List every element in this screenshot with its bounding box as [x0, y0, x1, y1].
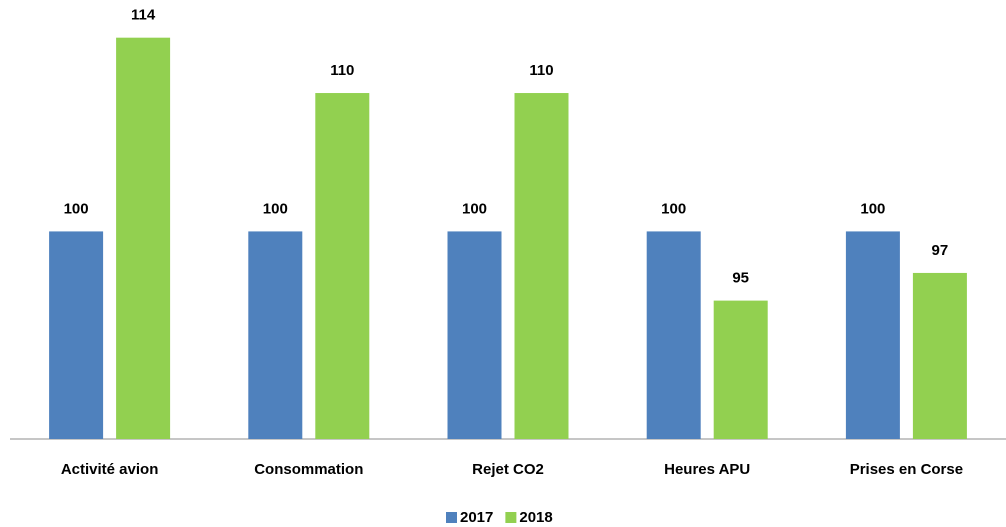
data-label: 110 [330, 62, 354, 79]
x-tick-label: Rejet CO2 [472, 461, 544, 478]
x-tick-label: Heures APU [664, 461, 750, 478]
bar [646, 231, 701, 439]
data-label: 110 [529, 62, 553, 79]
bar [116, 37, 171, 439]
bar [713, 300, 768, 439]
bar [514, 93, 569, 439]
bar [912, 272, 967, 439]
legend-swatch [505, 512, 517, 523]
legend-swatch [446, 512, 457, 523]
bar [248, 231, 303, 439]
bar [845, 231, 900, 439]
data-label: 100 [263, 200, 288, 217]
legend-label: 2017 [460, 509, 493, 526]
x-tick-label: Prises en Corse [850, 461, 963, 478]
data-label: 100 [661, 200, 686, 217]
x-tick-label: Consommation [254, 461, 363, 478]
bar [315, 93, 370, 439]
data-label: 100 [462, 200, 487, 217]
data-label: 100 [64, 200, 89, 217]
bar [447, 231, 502, 439]
data-label: 97 [932, 242, 949, 259]
legend-label: 2018 [519, 509, 552, 526]
data-label: 100 [860, 200, 885, 217]
data-label: 114 [131, 7, 156, 24]
x-tick-label: Activité avion [61, 461, 159, 478]
bar [49, 231, 104, 439]
data-label: 95 [732, 270, 749, 287]
